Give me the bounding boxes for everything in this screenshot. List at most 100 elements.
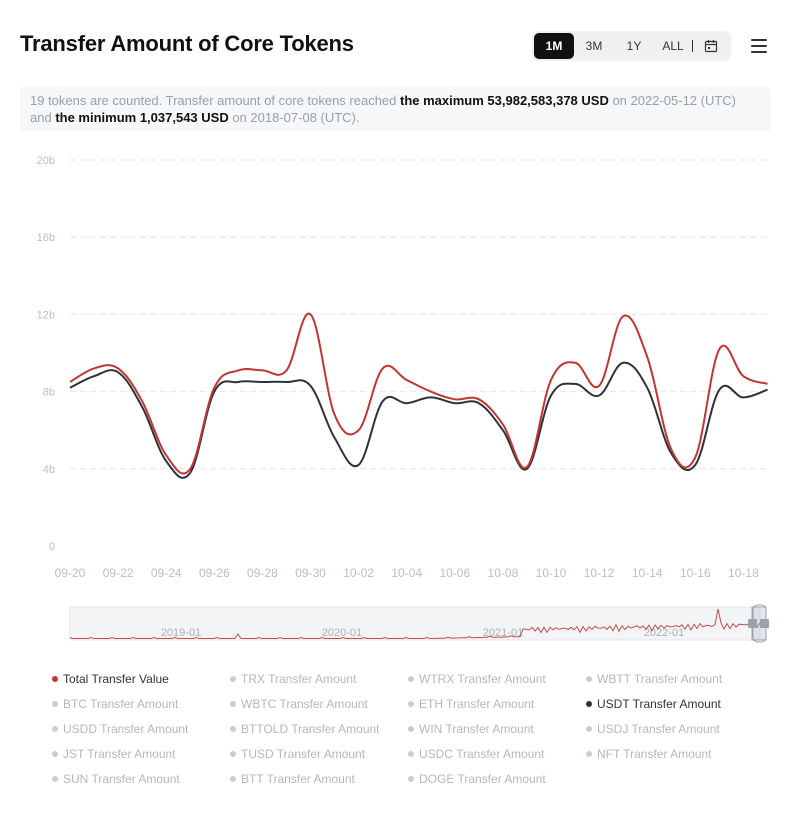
x-tick-label: 09-30 — [295, 566, 326, 580]
legend-item[interactable]: BTC Transfer Amount — [52, 697, 178, 711]
legend-item[interactable]: TUSD Transfer Amount — [230, 747, 365, 761]
grid-lines — [70, 159, 766, 470]
summary-min: the minimum 1,037,543 USD — [55, 110, 229, 125]
legend-dot — [52, 726, 58, 732]
legend-dot — [52, 701, 58, 707]
legend-label: USDC Transfer Amount — [419, 747, 545, 761]
legend-item[interactable]: WTRX Transfer Amount — [408, 672, 546, 686]
legend-label: DOGE Transfer Amount — [419, 772, 546, 786]
y-tick-label: 8b — [43, 387, 55, 399]
legend-label: JST Transfer Amount — [63, 747, 176, 761]
legend-item[interactable]: USDD Transfer Amount — [52, 722, 188, 736]
legend-label: ETH Transfer Amount — [419, 697, 535, 711]
summary-min-date: on 2018-07-08 (UTC). — [228, 110, 360, 125]
legend-dot — [586, 676, 592, 682]
x-tick-label: 09-20 — [55, 566, 86, 580]
legend-label: BTT Transfer Amount — [241, 772, 355, 786]
range-1y-button[interactable]: 1Y — [626, 39, 642, 53]
zoom-year-label: 2019-01 — [161, 627, 201, 639]
x-tick-label: 10-04 — [391, 566, 422, 580]
legend-item[interactable]: WIN Transfer Amount — [408, 722, 534, 736]
legend-dot — [408, 701, 414, 707]
y-tick-label: 12b — [37, 309, 55, 321]
legend-dot — [408, 676, 414, 682]
summary-max-date: on 2022-05-12 (UTC) and — [30, 93, 737, 125]
zoom-overview-line — [69, 608, 761, 640]
legend-item[interactable]: DOGE Transfer Amount — [408, 772, 546, 786]
legend-item[interactable]: JST Transfer Amount — [52, 747, 176, 761]
calendar-icon[interactable] — [697, 33, 725, 59]
series-usdt-transfer-amount — [69, 361, 768, 479]
legend-item[interactable]: SUN Transfer Amount — [52, 772, 180, 786]
range-1m-button[interactable]: 1M — [534, 33, 574, 59]
legend-label: SUN Transfer Amount — [63, 772, 180, 786]
legend-dot — [230, 701, 236, 707]
x-tick-label: 10-14 — [632, 566, 663, 580]
legend-dot — [52, 676, 58, 682]
legend-dot — [52, 751, 58, 757]
series-total-transfer-value — [69, 312, 768, 475]
chart-title: Transfer Amount of Core Tokens — [20, 31, 354, 56]
y-tick-label: 20b — [37, 155, 55, 167]
y-tick-label: 4b — [43, 464, 55, 476]
range-divider — [692, 40, 693, 52]
legend-label: WBTT Transfer Amount — [597, 672, 723, 686]
summary-prefix: 19 tokens are counted. Transfer amount o… — [30, 93, 400, 108]
legend-item[interactable]: USDJ Transfer Amount — [586, 722, 720, 736]
legend-dot — [230, 676, 236, 682]
legend-label: BTTOLD Transfer Amount — [241, 722, 380, 736]
zoom-slider[interactable]: 2019-01 2020-01 2021-01 2022-01 — [69, 604, 769, 643]
zoom-grip — [752, 604, 767, 643]
zoom-year-label: 2021-01 — [483, 627, 523, 639]
legend-label: TRX Transfer Amount — [241, 672, 357, 686]
legend-dot — [408, 751, 414, 757]
summary-box: 19 tokens are counted. Transfer amount o… — [20, 87, 771, 131]
x-tick-label: 10-06 — [439, 566, 470, 580]
legend-item[interactable]: BTTOLD Transfer Amount — [230, 722, 380, 736]
legend-item[interactable]: TRX Transfer Amount — [230, 672, 356, 686]
line-chart: 0 4b 8b 12b 16b 20b 09-20 09-22 09-24 09-26 09-28… — [37, 155, 769, 643]
legend-label: WIN Transfer Amount — [419, 722, 534, 736]
x-tick-label: 09-22 — [103, 566, 134, 580]
legend-item[interactable]: ETH Transfer Amount — [408, 697, 534, 711]
legend-label: WTRX Transfer Amount — [419, 672, 546, 686]
legend-label: WBTC Transfer Amount — [241, 697, 368, 711]
series-lines — [69, 312, 768, 479]
legend-label: NFT Transfer Amount — [597, 747, 712, 761]
legend-dot — [230, 751, 236, 757]
legend-label: USDJ Transfer Amount — [597, 722, 720, 736]
zoom-handle-right — [760, 619, 769, 628]
legend-dot — [586, 751, 592, 757]
summary-max: the maximum 53,982,583,378 USD — [400, 93, 609, 108]
legend-item[interactable]: USDC Transfer Amount — [408, 747, 544, 761]
legend-dot — [586, 726, 592, 732]
legend-dot — [408, 776, 414, 782]
legend-label: USDT Transfer Amount — [597, 697, 721, 711]
x-tick-label: 09-26 — [199, 566, 230, 580]
x-tick-label: 10-16 — [680, 566, 711, 580]
menu-icon[interactable] — [749, 36, 769, 56]
legend-dot — [586, 701, 592, 707]
y-axis: 0 4b 8b 12b 16b 20b — [37, 155, 55, 553]
legend-item[interactable]: Total Transfer Value — [52, 672, 169, 686]
x-axis: 09-20 09-22 09-24 09-26 09-28 09-30 10-02 10-04… — [55, 566, 759, 580]
legend-item[interactable]: BTT Transfer Amount — [230, 772, 355, 786]
x-tick-label: 10-08 — [488, 566, 519, 580]
y-tick-label: 16b — [37, 232, 55, 244]
legend-item[interactable]: NFT Transfer Amount — [586, 747, 712, 761]
legend-item[interactable]: USDT Transfer Amount — [586, 697, 721, 711]
legend-dot — [408, 726, 414, 732]
x-tick-label: 10-10 — [536, 566, 567, 580]
range-all-button[interactable]: ALL — [662, 39, 684, 53]
x-tick-label: 09-24 — [151, 566, 182, 580]
y-tick-label: 0 — [49, 541, 55, 553]
legend-dot — [52, 776, 58, 782]
legend-label: USDD Transfer Amount — [63, 722, 189, 736]
legend-item[interactable]: WBTT Transfer Amount — [586, 672, 722, 686]
legend-dot — [230, 776, 236, 782]
range-3m-button[interactable]: 3M — [585, 39, 603, 53]
legend-dot — [230, 726, 236, 732]
legend-item[interactable]: WBTC Transfer Amount — [230, 697, 368, 711]
x-tick-label: 09-28 — [247, 566, 278, 580]
